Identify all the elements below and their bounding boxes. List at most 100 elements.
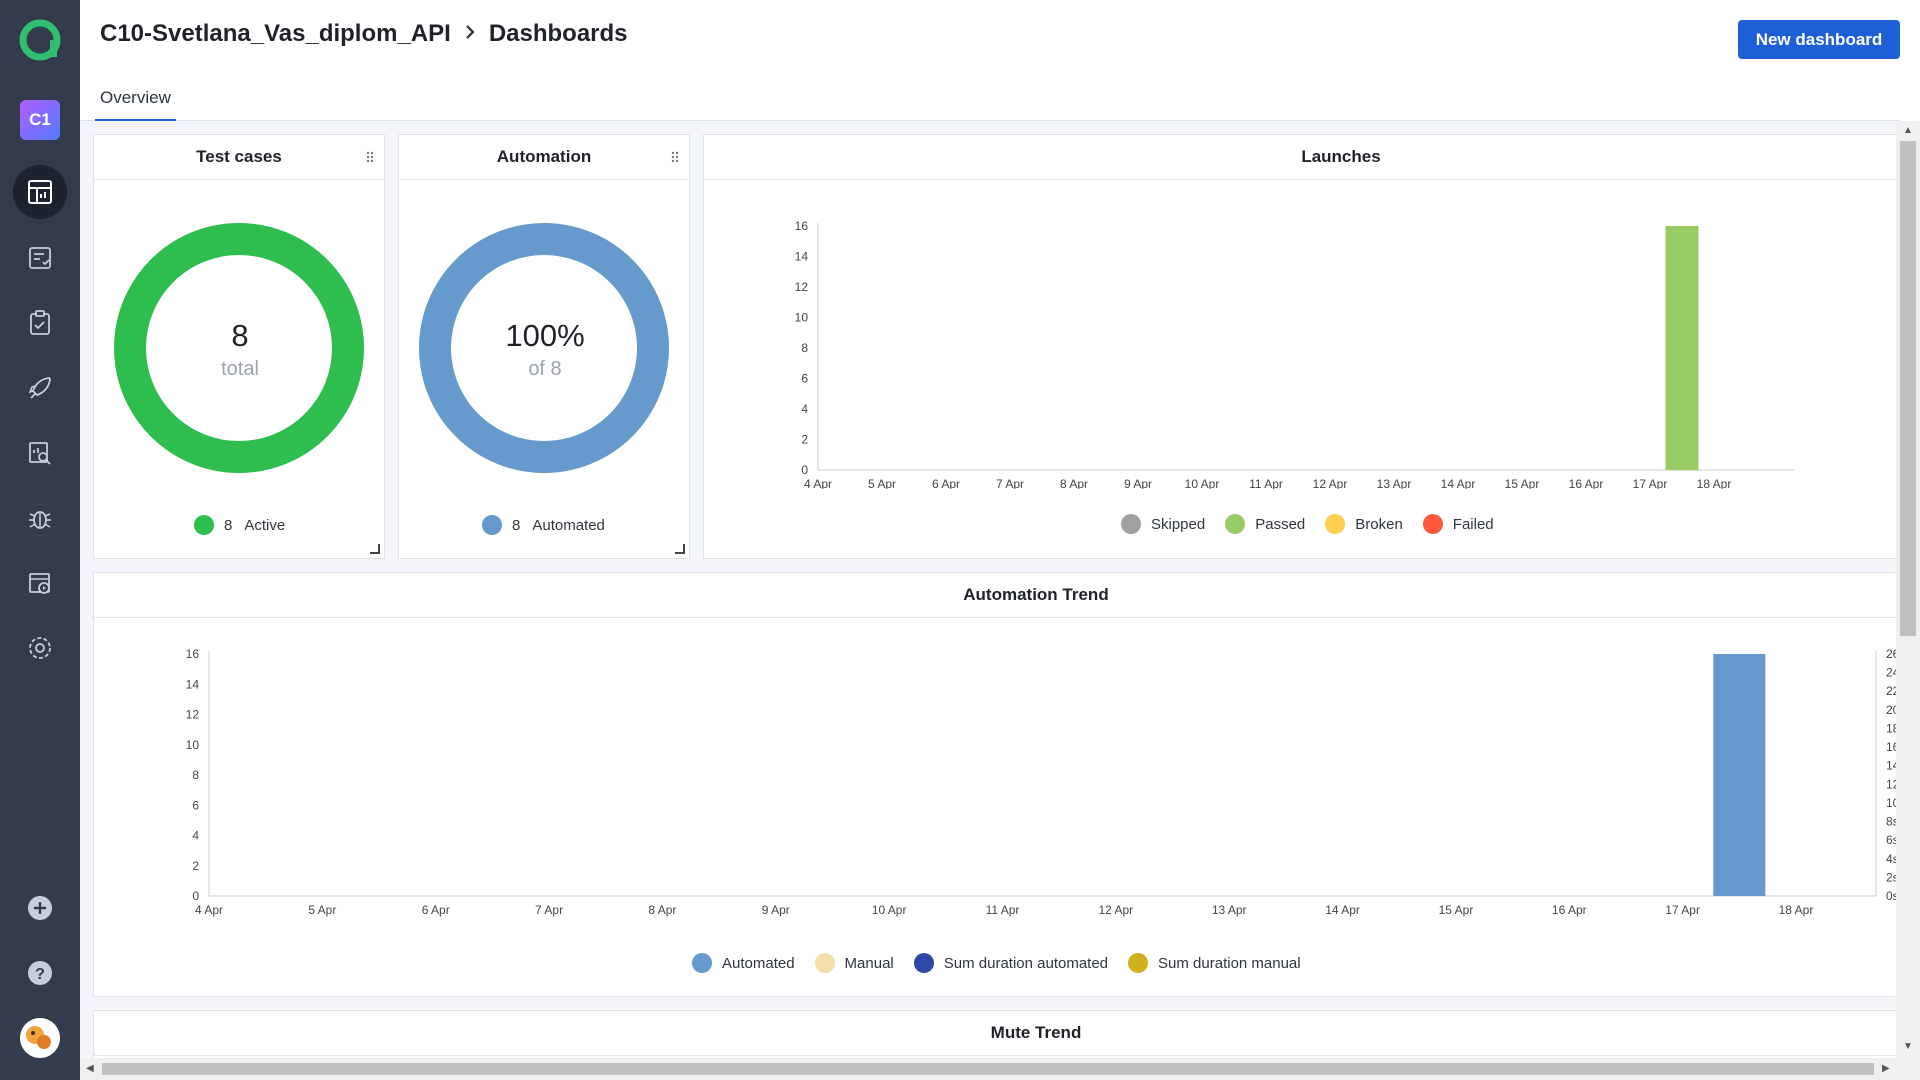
widget-header[interactable]: Test cases xyxy=(94,135,384,180)
y2-tick-label: 6s xyxy=(1886,833,1896,847)
help-icon[interactable]: ? xyxy=(13,946,67,1000)
project-badge[interactable]: C1 xyxy=(20,100,60,140)
x-tick-label: 17 Apr xyxy=(1665,903,1700,917)
widget-header[interactable]: Launches xyxy=(704,135,1896,180)
horizontal-scroll-thumb[interactable] xyxy=(102,1063,1874,1075)
legend-item-passed[interactable]: Passed xyxy=(1225,514,1305,534)
legend-item-automated[interactable]: Automated xyxy=(692,953,795,973)
legend-item-manual[interactable]: Manual xyxy=(814,953,894,973)
scroll-left-icon[interactable]: ◀ xyxy=(86,1063,94,1074)
legend-label: Automated xyxy=(722,954,795,972)
resize-handle-icon[interactable] xyxy=(370,544,380,554)
donut-total-label: total xyxy=(221,358,259,380)
automation-percent: 100% xyxy=(505,318,585,353)
legend-label: Passed xyxy=(1255,515,1306,533)
widget-automation-trend: Automation Trend 0 2 4 6 8 10 12 14 16 4 Apr 5 Apr… xyxy=(93,572,1896,997)
x-tick-label: 9 Apr xyxy=(1124,477,1152,489)
bar-passed[interactable] xyxy=(1665,226,1699,470)
launches-icon[interactable] xyxy=(13,361,67,415)
x-tick-label: 7 Apr xyxy=(535,903,563,917)
widget-header[interactable]: Automation xyxy=(399,135,689,180)
legend-item-skipped[interactable]: Skipped xyxy=(1121,514,1205,534)
x-tick-label: 10 Apr xyxy=(872,903,907,917)
page-title: Dashboards xyxy=(488,20,628,47)
allure-logo[interactable] xyxy=(16,16,64,64)
legend-label: Active xyxy=(244,516,286,534)
y-tick-label: 10 xyxy=(186,738,200,752)
x-tick-label: 18 Apr xyxy=(1779,903,1814,917)
scroll-right-icon[interactable]: ▶ xyxy=(1882,1063,1890,1074)
x-tick-label: 10 Apr xyxy=(1185,477,1220,489)
x-tick-label: 13 Apr xyxy=(1377,477,1412,489)
legend-dot xyxy=(1225,514,1246,534)
legend: 8 Automated xyxy=(482,515,625,535)
x-tick-label: 8 Apr xyxy=(648,903,676,917)
x-tick-label: 7 Apr xyxy=(996,477,1024,489)
y2-tick-label: 12s xyxy=(1886,777,1896,791)
x-tick-label: 18 Apr xyxy=(1697,477,1732,489)
legend-item-active[interactable]: 8 Active xyxy=(194,515,285,535)
x-tick-label: 6 Apr xyxy=(422,903,450,917)
x-tick-label: 14 Apr xyxy=(1325,903,1360,917)
y-tick-label: 0 xyxy=(801,463,808,477)
x-tick-label: 9 Apr xyxy=(762,903,790,917)
x-tick-label: 15 Apr xyxy=(1505,477,1540,489)
resize-handle-icon[interactable] xyxy=(675,544,685,554)
widget-launches: Launches 0 2 4 6 8 10 12 14 16 4 Apr 5 Apr 6 Apr 7 A… xyxy=(703,134,1896,559)
automation-trend-chart: 0 2 4 6 8 10 12 14 16 4 Apr 5 Apr 6 Apr 7 Apr 8 Apr 9 … xyxy=(186,647,1896,917)
test-plans-icon[interactable] xyxy=(13,296,67,350)
y-tick-label: 8 xyxy=(801,341,808,355)
drag-handle-icon[interactable] xyxy=(671,151,679,163)
drag-handle-icon[interactable] xyxy=(366,151,374,163)
dashboard-icon[interactable] xyxy=(13,165,67,219)
x-tick-label: 17 Apr xyxy=(1633,477,1668,489)
x-tick-label: 11 Apr xyxy=(1249,477,1283,489)
legend-label: Broken xyxy=(1355,515,1403,533)
new-dashboard-button[interactable]: New dashboard xyxy=(1738,20,1900,59)
widget-test-cases: Test cases 8 total 8 Active xyxy=(93,134,385,559)
x-tick-label: 4 Apr xyxy=(195,903,223,917)
legend-item-failed[interactable]: Failed xyxy=(1422,514,1494,534)
avatar[interactable] xyxy=(20,1018,60,1058)
vertical-scrollbar[interactable]: ▲ ▼ xyxy=(1896,121,1920,1080)
add-icon[interactable] xyxy=(13,881,67,935)
analytics-icon[interactable] xyxy=(13,426,67,480)
breadcrumb: C10-Svetlana_Vas_diplom_API Dashboards xyxy=(100,20,628,48)
widget-header[interactable]: Automation Trend xyxy=(94,573,1896,618)
x-tick-label: 12 Apr xyxy=(1313,477,1348,489)
widget-header[interactable]: Mute Trend xyxy=(94,1011,1896,1056)
horizontal-scrollbar[interactable]: ◀ ▶ xyxy=(80,1058,1896,1080)
y2-tick-label: 22s xyxy=(1886,684,1896,698)
scroll-down-icon[interactable]: ▼ xyxy=(1903,1041,1913,1052)
tab-bar: Overview xyxy=(80,86,1900,122)
x-tick-label: 14 Apr xyxy=(1441,477,1476,489)
y2-tick-label: 14s xyxy=(1886,759,1896,773)
scroll-up-icon[interactable]: ▲ xyxy=(1903,125,1913,136)
legend-dot xyxy=(692,953,712,973)
legend-dot xyxy=(913,953,934,973)
test-cases-donut xyxy=(114,223,364,473)
defects-icon[interactable] xyxy=(13,491,67,545)
y-tick-label: 14 xyxy=(795,250,809,264)
widget-title: Automation Trend xyxy=(963,585,1109,604)
y-tick-label: 10 xyxy=(795,311,809,325)
svg-text:?: ? xyxy=(35,966,45,983)
donut-slice-automated[interactable] xyxy=(419,223,669,473)
test-cases-icon[interactable] xyxy=(13,231,67,285)
legend-label: Sum duration manual xyxy=(1158,954,1301,972)
donut-slice-active[interactable] xyxy=(114,223,364,473)
legend-item-sum-duration-manual[interactable]: Sum duration manual xyxy=(1128,953,1301,973)
settings-icon[interactable] xyxy=(13,621,67,675)
legend-dot xyxy=(1325,514,1346,534)
legend-item-broken[interactable]: Broken xyxy=(1325,514,1403,534)
legend-item-sum-duration-automated[interactable]: Sum duration automated xyxy=(913,953,1108,973)
vertical-scroll-thumb[interactable] xyxy=(1900,141,1916,636)
tab-overview[interactable]: Overview xyxy=(95,86,176,122)
y2-tick-label: 24s xyxy=(1886,666,1896,680)
bar-automated[interactable] xyxy=(1713,654,1766,896)
jobs-icon[interactable] xyxy=(13,556,67,610)
dashboard-content: Test cases 8 total 8 Active Automation xyxy=(80,121,1896,1080)
y-tick-label: 8 xyxy=(192,768,199,782)
breadcrumb-project[interactable]: C10-Svetlana_Vas_diplom_API xyxy=(100,20,451,47)
legend-item-automated[interactable]: 8 Automated xyxy=(482,515,605,535)
